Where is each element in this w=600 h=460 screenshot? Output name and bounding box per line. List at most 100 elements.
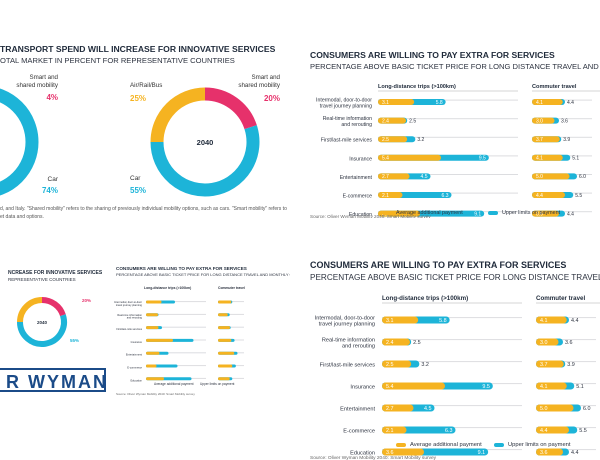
bar-average [532,192,565,198]
value-label-average: 5.0 [540,406,548,412]
legend-swatch-upper [494,443,504,447]
donut1-car-value: 74% [42,186,58,195]
category-label: Intermodal, door-to-door [315,315,375,321]
donut1-car-arc [0,88,39,196]
category-label: travel journey planning [320,103,372,109]
group-title-commuter: Commuter travel [536,295,585,302]
value-label-average: 3.1 [382,100,389,106]
value-label-upper: 3.9 [567,362,575,368]
value-label-average: 4.1 [536,100,543,106]
bar-track [378,99,518,101]
oliver-wyman-logo: R WYMAN [0,368,106,392]
value-label-upper: 4.5 [424,406,432,412]
value-label-upper: 6.0 [583,406,591,412]
category-label: Education [350,451,375,457]
chart-source: Source: Oliver Wyman Mobility 2040: Smar… [310,214,431,218]
value-label-upper: 4.4 [571,318,579,324]
donut2-bus-arc [150,87,206,143]
bar-average [378,173,410,180]
legend-swatch-average [396,443,406,447]
donut2-bus-value: 25% [130,94,146,103]
category-label: travel journey planning [319,322,375,328]
donut2-center-label: 2040 [197,138,214,147]
donut2-car-label: Car [130,175,141,182]
value-label-average: 3.0 [540,340,548,346]
bar-average [146,326,159,330]
left-bottom-title: NCREASE FOR INNOVATIVE SERVICES [8,270,103,276]
bar-average [382,382,445,390]
bar-track [146,301,206,303]
group-title-long: Long-distance trips (>100km) [382,295,468,302]
legend-average: Average additional payment [410,442,482,448]
bar-track [382,317,522,319]
value-label-upper: 6.3 [445,428,453,434]
bar-average [146,338,173,342]
bar-average [536,338,559,346]
value-label-upper: 3.6 [565,340,573,346]
right-bottom-panel: CONSUMERS ARE WILLING TO PAY EXTRA FOR S… [302,252,600,460]
value-label-average: 3.6 [540,450,548,456]
value-label-average: 2.7 [386,406,394,412]
value-label-average: 5.0 [536,174,543,180]
value-label-average: 4.1 [540,318,548,324]
bar-average [378,154,441,161]
value-label-average: 3.7 [536,137,543,143]
value-label-average: 4.4 [536,193,543,199]
bar-average [532,173,570,180]
legend-upper: Upper limits on payment [508,442,571,448]
bar-track [146,326,206,328]
bar-average [382,316,419,324]
bar-average [218,313,228,317]
category-label: E-commerce [343,194,373,200]
category-label: E-commerce [343,429,375,435]
bar-average [146,300,162,304]
value-label-upper: 2.5 [413,340,421,346]
value-label-average: 4.1 [536,156,543,162]
category-label: Real-time information [117,313,142,317]
bar-track [378,174,518,175]
value-label-average: 3.6 [536,211,543,217]
legend-average: Average additional payment [396,210,463,216]
donut2-car-arc [150,125,260,197]
category-label: First/last-mile services [320,363,376,369]
value-label-average: 3.1 [386,318,394,324]
category-label: First/last-mile services [321,138,373,144]
value-label-upper: 5.8 [439,318,447,324]
value-label-upper: 4.5 [421,174,428,180]
mini-legend-2: Upper limits on payment [200,382,235,386]
bar-track [382,339,522,341]
logo-text: R WYMAN [6,372,106,392]
bar-average [218,364,233,368]
donut1-smart-label-a: Smart and [29,74,58,81]
bar-average [532,154,563,161]
value-label-upper: 4.4 [571,450,579,456]
bar-average [378,99,415,105]
mini-source: Source: Oliver Wyman Mobility 2040: Smar… [116,392,195,396]
legend-swatch-upper [488,211,498,215]
bar-average [536,426,569,434]
donut2 [150,87,260,197]
value-label-average: 3.6 [386,450,394,456]
bar-average [218,326,231,330]
mini-donut-car-arc [17,314,67,347]
value-label-upper: 9.1 [478,450,486,456]
mini-col2-title: Commuter travel [218,286,245,290]
value-label-average: 2.1 [386,428,394,434]
bar-average [536,360,564,368]
category-label: Insurance [350,385,375,391]
mini-chart-subtitle: PERCENTAGE ABOVE BASIC TICKET PRICE FOR … [116,272,290,277]
bar-average [382,404,414,412]
bar-average [532,99,563,105]
category-label: Education [349,212,372,218]
mini-chart-title: CONSUMERS ARE WILLING TO PAY EXTRA FOR S… [116,266,247,271]
value-label-upper: 3.2 [417,137,424,143]
bar-average [218,351,235,355]
bar-average [218,300,232,304]
bar-average [378,117,406,124]
mini-donut-smart-arc [41,297,66,317]
bar-average [146,377,164,381]
bar-average [378,192,403,198]
right-top-bar-chart: Long-distance trips (>100km) Commuter tra… [310,84,600,218]
mini-pct-2: 55% [70,338,79,343]
bar-track [146,313,206,315]
